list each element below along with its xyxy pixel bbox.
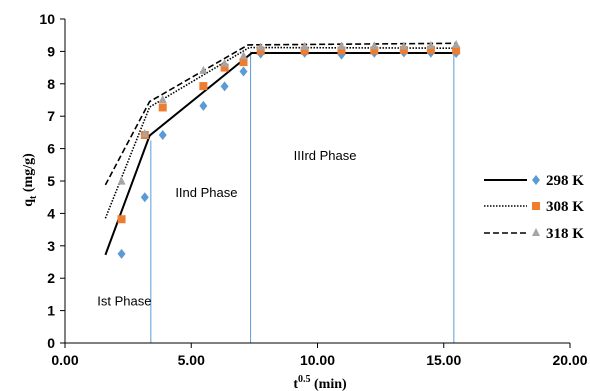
x-tick-label: 20.00 bbox=[552, 352, 587, 368]
fit-lines bbox=[104, 42, 457, 256]
data-point-318k bbox=[140, 129, 149, 138]
phase-label: Ist Phase bbox=[97, 294, 151, 309]
x-axis-title: t0.5 (min) bbox=[293, 374, 347, 391]
phase-label: IIIrd Phase bbox=[294, 148, 357, 163]
data-point-308k bbox=[337, 46, 346, 55]
data-point-308k bbox=[452, 46, 461, 55]
data-point-318k bbox=[220, 58, 229, 67]
legend: 298 K 308 K 318 K bbox=[484, 173, 584, 242]
data-point-318k bbox=[239, 51, 248, 60]
fit-line-308k bbox=[104, 46, 457, 219]
x-tick-label: 5.00 bbox=[178, 352, 205, 368]
data-point-298k bbox=[199, 100, 208, 111]
data-point-318k bbox=[370, 41, 379, 50]
data-point-318k bbox=[256, 42, 265, 51]
data-point-308k bbox=[117, 215, 126, 224]
data-point-318k bbox=[426, 40, 435, 49]
y-tick-label: 1 bbox=[47, 303, 55, 319]
fit-line-298k bbox=[104, 52, 457, 256]
y-tick-label: 2 bbox=[47, 270, 55, 286]
data-markers bbox=[117, 39, 461, 259]
data-point-318k bbox=[300, 41, 309, 50]
data-point-308k bbox=[300, 46, 309, 55]
data-point-298k bbox=[140, 192, 149, 203]
y-axis-title: qt (mg/g) bbox=[21, 153, 39, 207]
phase-label: IInd Phase bbox=[175, 185, 237, 200]
y-tick-label: 8 bbox=[47, 76, 55, 92]
y-tick-label: 0 bbox=[47, 335, 55, 351]
data-point-308k bbox=[199, 82, 208, 91]
x-axis-ticks: 0.00 5.00 10.00 15.00 20.00 bbox=[51, 343, 588, 368]
legend-label: 308 K bbox=[546, 199, 584, 215]
y-tick-label: 3 bbox=[47, 238, 55, 254]
data-point-318k bbox=[158, 95, 167, 103]
fit-line-318k bbox=[104, 42, 457, 186]
legend-marker bbox=[532, 228, 540, 236]
data-point-308k bbox=[399, 46, 408, 55]
data-point-298k bbox=[220, 81, 229, 92]
phase-boundaries bbox=[150, 49, 455, 343]
data-point-318k bbox=[399, 41, 408, 50]
data-point-318k bbox=[452, 39, 461, 48]
data-point-308k bbox=[239, 58, 248, 67]
data-point-318k bbox=[199, 65, 208, 74]
data-point-298k bbox=[239, 66, 248, 77]
y-tick-label: 6 bbox=[47, 141, 55, 157]
legend-marker bbox=[532, 202, 540, 210]
y-tick-label: 5 bbox=[47, 173, 55, 189]
y-axis-ticks: 0 1 2 3 4 5 6 7 8 9 10 bbox=[39, 11, 65, 351]
data-point-308k bbox=[256, 46, 265, 55]
data-point-318k bbox=[117, 176, 126, 185]
data-point-298k bbox=[117, 248, 126, 259]
x-tick-label: 10.00 bbox=[300, 352, 335, 368]
data-point-308k bbox=[220, 63, 229, 72]
data-point-318k bbox=[337, 41, 346, 50]
data-point-308k bbox=[426, 45, 435, 54]
legend-marker bbox=[532, 175, 540, 185]
data-point-308k bbox=[158, 103, 167, 112]
legend-label: 318 K bbox=[546, 226, 584, 242]
data-point-308k bbox=[370, 46, 379, 55]
y-tick-label: 9 bbox=[47, 43, 55, 59]
x-tick-label: 15.00 bbox=[426, 352, 461, 368]
phase-labels: Ist Phase IInd Phase IIIrd Phase bbox=[97, 148, 356, 309]
y-tick-label: 10 bbox=[39, 11, 55, 27]
data-point-298k bbox=[158, 129, 167, 140]
y-tick-label: 4 bbox=[47, 205, 55, 221]
x-tick-label: 0.00 bbox=[51, 352, 78, 368]
y-tick-label: 7 bbox=[47, 108, 55, 124]
legend-label: 298 K bbox=[546, 173, 584, 189]
